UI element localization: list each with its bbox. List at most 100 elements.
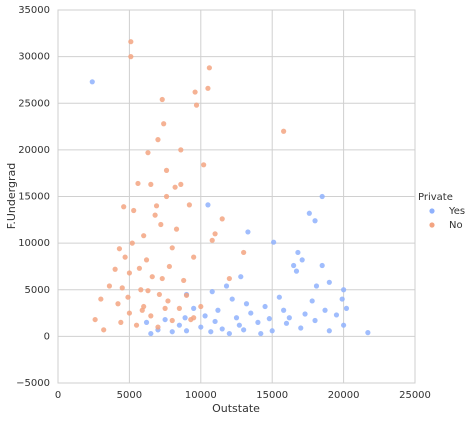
point: [219, 216, 225, 222]
point: [266, 316, 272, 322]
x-tick-label: 5000: [117, 390, 142, 401]
point: [156, 291, 162, 298]
point: [89, 79, 95, 85]
point: [193, 102, 200, 108]
point: [128, 39, 134, 45]
point: [139, 307, 145, 313]
point: [131, 207, 137, 214]
point: [233, 315, 240, 321]
point: [215, 307, 221, 313]
point: [112, 266, 118, 272]
point: [291, 262, 297, 269]
y-tick-label: −5000: [16, 378, 50, 389]
point: [169, 317, 175, 324]
point: [293, 268, 300, 274]
point: [162, 305, 168, 311]
x-tick-label: 0: [55, 390, 61, 401]
legend-marker: [429, 222, 435, 228]
point: [198, 303, 204, 310]
point: [158, 221, 164, 228]
legend-label: No: [449, 220, 463, 231]
point: [92, 316, 98, 323]
point: [163, 167, 170, 173]
point: [319, 262, 325, 269]
legend-title: Private: [418, 192, 453, 203]
point: [122, 254, 128, 260]
point: [138, 287, 144, 293]
point: [148, 330, 154, 337]
point: [145, 150, 151, 156]
point: [169, 245, 175, 251]
y-tick-label: 25000: [18, 98, 50, 109]
point: [172, 184, 178, 190]
point: [106, 283, 113, 289]
point: [133, 322, 140, 328]
point: [226, 275, 232, 282]
point: [116, 246, 123, 252]
point: [173, 226, 180, 232]
point: [238, 274, 244, 280]
point: [241, 327, 247, 333]
point: [155, 324, 161, 330]
point: [192, 89, 198, 95]
point: [319, 193, 325, 200]
point: [295, 249, 301, 256]
point: [326, 279, 332, 285]
point: [243, 301, 250, 307]
point: [312, 218, 318, 224]
point: [276, 294, 282, 300]
point: [198, 324, 204, 330]
point: [176, 322, 182, 328]
point: [201, 162, 207, 168]
y-axis-label: F.Undergrad: [5, 163, 18, 229]
point: [161, 121, 167, 127]
point: [283, 320, 290, 326]
point: [281, 128, 287, 134]
point: [299, 257, 305, 263]
point: [248, 310, 254, 316]
point: [229, 296, 235, 302]
legend-marker: [429, 208, 435, 214]
point: [241, 249, 247, 256]
point: [236, 322, 242, 328]
y-tick-label: 30000: [18, 52, 50, 63]
point: [205, 202, 211, 208]
point: [209, 289, 215, 295]
point: [159, 275, 165, 282]
point: [188, 316, 194, 323]
point: [365, 330, 371, 336]
point: [143, 257, 150, 263]
point: [121, 204, 127, 210]
point: [148, 181, 154, 187]
point: [326, 328, 332, 334]
point: [212, 231, 218, 237]
point: [136, 265, 142, 271]
point: [119, 285, 125, 291]
point: [183, 328, 190, 334]
point: [183, 292, 190, 298]
point: [226, 330, 232, 337]
point: [118, 319, 124, 325]
point: [165, 298, 171, 304]
point: [178, 147, 184, 153]
point: [281, 307, 287, 313]
point: [128, 54, 134, 60]
point: [155, 137, 161, 143]
point: [258, 330, 264, 337]
point: [298, 325, 304, 331]
point: [101, 327, 107, 333]
y-tick-label: 20000: [18, 145, 50, 156]
point: [271, 239, 277, 245]
point: [333, 312, 340, 318]
y-tick-label: 5000: [25, 285, 50, 296]
point: [141, 233, 147, 239]
point: [322, 307, 328, 313]
point: [143, 319, 150, 325]
point: [223, 283, 230, 289]
point: [245, 229, 251, 235]
point: [269, 328, 275, 334]
point: [341, 322, 347, 328]
point: [169, 329, 175, 335]
point: [191, 254, 197, 260]
